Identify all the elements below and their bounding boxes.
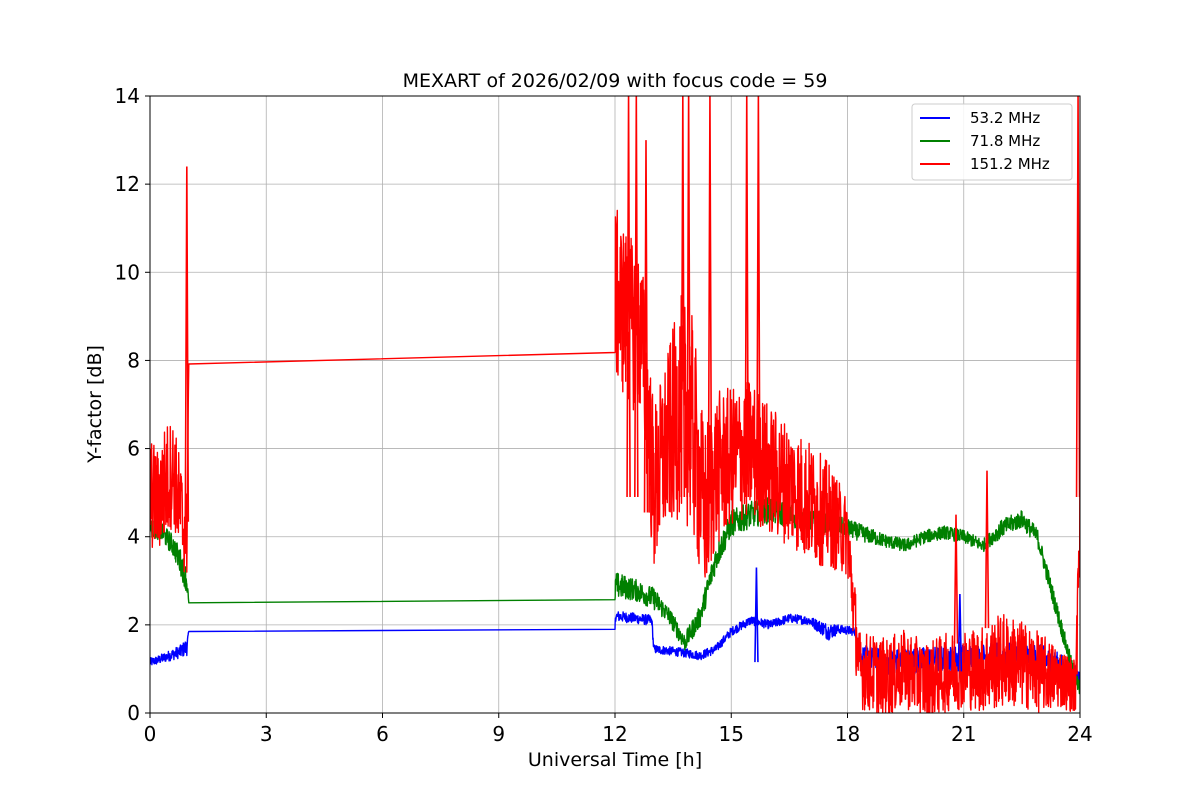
x-axis-label: Universal Time [h] [528,749,702,771]
x-tick-label: 6 [376,722,389,746]
y-tick-label: 8 [127,348,140,372]
y-tick-label: 4 [127,525,140,549]
spike-mark [626,96,631,498]
spike-mark [754,567,759,663]
spike-mark [680,96,686,498]
y-tick-label: 14 [115,84,140,108]
y-tick-label: 6 [127,437,140,461]
x-tick-label: 3 [260,722,273,746]
spike-mark [634,96,639,498]
legend-label: 53.2 MHz [970,109,1040,127]
legend-box [911,103,1073,181]
legend: 53.2 MHz 71.8 MHz 151.2 MHz [911,103,1073,181]
spike-mark [707,96,713,498]
x-tick-label: 21 [951,722,976,746]
spike-mark [984,470,990,629]
y-tick-label: 10 [115,260,140,284]
spike-mark [756,96,761,498]
chart-title: MEXART of 2026/02/09 with focus code = 5… [403,70,828,92]
spike-mark [953,514,959,644]
spike-mark [957,593,963,672]
y-tick-label: 0 [127,701,140,725]
x-tick-label: 18 [835,722,860,746]
spike-mark [686,96,691,498]
spike-mark [744,96,750,498]
y-axis-label: Y-factor [dB] [84,345,106,464]
y-tick-label: 12 [115,172,140,196]
series-layer [150,96,1080,713]
spike-mark [643,140,649,513]
spike-mark [184,166,190,522]
spike-mark [1075,96,1080,498]
y-axis-ticks: 0 2 4 6 8 10 12 14 [115,84,150,725]
x-tick-label: 0 [144,722,157,746]
x-tick-label: 9 [492,722,505,746]
series-line-2 [150,209,1080,713]
x-tick-label: 24 [1067,722,1092,746]
y-tick-label: 2 [127,613,140,637]
x-axis-ticks: 0 3 6 9 12 15 18 21 24 [144,713,1093,746]
x-tick-label: 12 [602,722,627,746]
x-tick-label: 15 [719,722,744,746]
legend-label: 71.8 MHz [970,132,1040,150]
legend-label: 151.2 MHz [970,155,1050,173]
